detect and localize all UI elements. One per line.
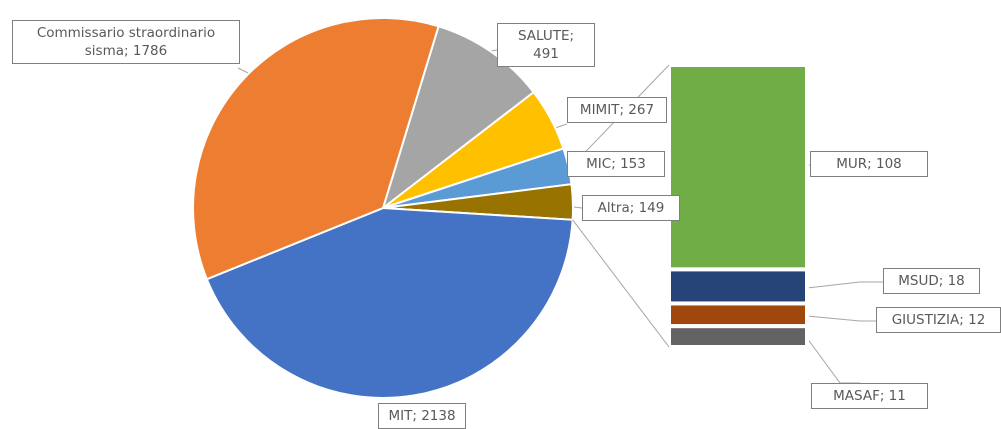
data-label: MASAF; 11 bbox=[811, 383, 928, 409]
label-category: Commissario straordinario sisma bbox=[36, 25, 216, 59]
label-category: MIMIT bbox=[579, 102, 620, 118]
label-category: GIUSTIZIA bbox=[891, 312, 960, 328]
label-value: 12 bbox=[968, 312, 986, 328]
pie-slice bbox=[192, 17, 440, 281]
data-label: Altra; 149 bbox=[582, 195, 680, 221]
bar-segment bbox=[667, 324, 809, 350]
label-separator: ; bbox=[879, 388, 889, 404]
label-value: 153 bbox=[620, 156, 646, 172]
data-label: SALUTE; 491 bbox=[497, 23, 595, 67]
bar-segment bbox=[667, 301, 809, 329]
label-value: 18 bbox=[947, 273, 965, 289]
leader-line bbox=[573, 206, 583, 209]
pie-slice bbox=[205, 206, 574, 399]
leader-line bbox=[806, 337, 860, 384]
label-category: MUR bbox=[836, 156, 868, 172]
label-separator: ; bbox=[611, 156, 621, 172]
label-value: 108 bbox=[875, 156, 902, 172]
data-label: MIMIT; 267 bbox=[567, 97, 667, 123]
data-label: MIC; 153 bbox=[567, 151, 665, 177]
pie-slice bbox=[381, 25, 536, 211]
data-label: MSUD; 18 bbox=[883, 268, 980, 294]
label-category: Altra bbox=[597, 200, 630, 216]
connector bbox=[572, 219, 670, 348]
label-category: MIT bbox=[388, 408, 413, 424]
label-value: 149 bbox=[638, 200, 665, 216]
label-separator: ; bbox=[569, 28, 575, 44]
label-separator: ; bbox=[412, 408, 422, 424]
label-category: MASAF bbox=[833, 388, 880, 404]
label-value: 2138 bbox=[421, 408, 456, 424]
label-value: 491 bbox=[533, 46, 559, 62]
leader-line bbox=[806, 281, 883, 289]
label-value: 267 bbox=[628, 102, 655, 118]
label-separator: ; bbox=[867, 156, 876, 172]
data-label: Commissario straordinario sisma; 1786 bbox=[12, 20, 240, 64]
label-separator: ; bbox=[124, 43, 133, 59]
label-separator: ; bbox=[959, 312, 969, 328]
leader-line bbox=[237, 67, 249, 74]
data-label: GIUSTIZIA; 12 bbox=[876, 307, 1001, 333]
bar-segment bbox=[667, 267, 809, 306]
label-separator: ; bbox=[938, 273, 948, 289]
bar-segment bbox=[667, 63, 809, 272]
label-value: 11 bbox=[888, 388, 906, 404]
label-category: MSUD bbox=[898, 273, 939, 289]
data-label: MUR; 108 bbox=[810, 151, 928, 177]
label-separator: ; bbox=[629, 200, 639, 216]
data-label: MIT; 2138 bbox=[378, 403, 466, 429]
leader-line bbox=[554, 123, 568, 129]
label-value: 1786 bbox=[132, 43, 168, 59]
label-category: SALUTE bbox=[517, 28, 570, 44]
leader-line bbox=[806, 315, 876, 322]
label-separator: ; bbox=[619, 102, 629, 118]
label-category: MIC bbox=[586, 156, 612, 172]
